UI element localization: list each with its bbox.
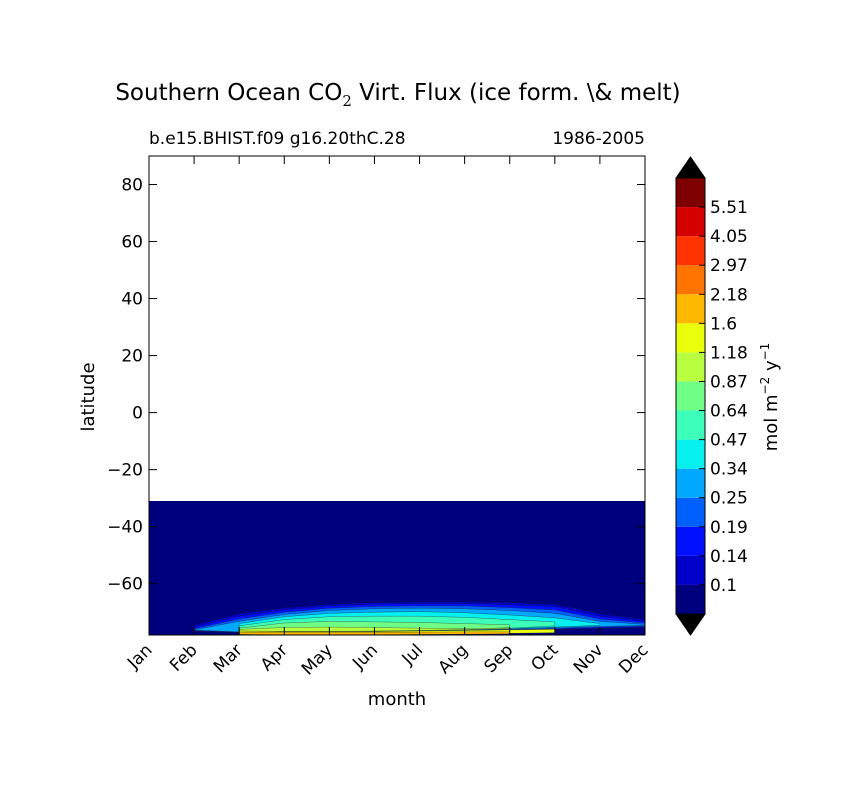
subtitle-right: 1986-2005: [552, 129, 645, 149]
colorbar-tick-label: 4.05: [710, 227, 748, 247]
x-tick-label: Apr: [257, 640, 292, 675]
y-tick-label: 40: [121, 290, 143, 310]
colorbar-segment: [676, 497, 705, 527]
colorbar-segment: [676, 294, 705, 324]
plot-area: [148, 155, 646, 636]
y-tick-label: 60: [121, 233, 143, 253]
y-tick-label: −40: [107, 518, 143, 538]
colorbar-segment: [676, 381, 705, 411]
x-tick-label: Oct: [527, 640, 562, 675]
colorbar-tick-label: 2.97: [710, 256, 748, 276]
colorbar-tick-label: 1.6: [710, 314, 737, 334]
y-tick-label: −20: [107, 461, 143, 481]
x-tick-label: May: [298, 640, 337, 679]
x-tick-label: Jul: [398, 640, 427, 669]
colorbar-label-mid: y: [761, 360, 782, 377]
colorbar-tick-label: 0.64: [710, 402, 748, 422]
chart-title-suffix: Virt. Flux (ice form. \& melt): [352, 80, 681, 106]
colorbar-extend-high: [675, 156, 706, 179]
chart-title: Southern Ocean CO2 Virt. Flux (ice form.…: [115, 80, 680, 110]
colorbar-label-base: mol m: [761, 394, 782, 451]
x-tick-label: Mar: [210, 640, 247, 677]
contour-field: [149, 500, 645, 635]
x-tick-label: Aug: [435, 640, 473, 678]
y-tick-label: 0: [132, 404, 143, 424]
colorbar-segment: [676, 526, 705, 556]
chart-title-prefix: Southern Ocean CO: [115, 80, 342, 106]
colorbar-segment: [676, 352, 705, 382]
chart-title-subscript: 2: [342, 92, 352, 110]
colorbar-segment: [676, 468, 705, 498]
colorbar-extend-low: [675, 613, 706, 636]
x-tick-label: Dec: [615, 640, 652, 677]
y-tick-label: 20: [121, 347, 143, 367]
colorbar-tick-label: 2.18: [710, 285, 748, 305]
colorbar-segment: [676, 265, 705, 295]
colorbar-label-exp1: −2: [758, 377, 772, 395]
colorbar-tick-label: 0.1: [710, 576, 737, 596]
colorbar-tick-label: 0.19: [710, 518, 748, 538]
y-axis-label: latitude: [78, 362, 99, 431]
colorbar-segment: [676, 236, 705, 266]
colorbar-frame: [675, 177, 706, 615]
x-tick-label: Feb: [166, 640, 201, 675]
colorbar-segment: [676, 207, 705, 237]
subtitle-left: b.e15.BHIST.f09 g16.20thC.28: [149, 129, 406, 149]
colorbar-tick-label: 0.25: [710, 489, 748, 509]
x-tick-label: Sep: [480, 640, 517, 677]
colorbar-segment: [676, 555, 705, 585]
colorbar-segment: [676, 439, 705, 469]
colorbar-tick-label: 0.34: [710, 460, 748, 480]
colorbar-segment: [676, 178, 705, 208]
plot-frame: [148, 155, 646, 636]
x-tick-label: Nov: [570, 640, 608, 678]
colorbar-tick-label: 0.87: [710, 372, 748, 392]
colorbar-tick-label: 1.18: [710, 343, 748, 363]
colorbar-tick-label: 0.14: [710, 547, 748, 567]
y-tick-label: 80: [121, 176, 143, 196]
colorbar-label: mol m−2 y−1: [758, 343, 782, 452]
colorbar-tick-label: 0.47: [710, 431, 748, 451]
colorbar-segment: [676, 323, 705, 353]
colorbar: 0.1 0.14 0.19 0.25 0.34 0.47 0.64 0.87 1.18 1.6 2.…: [675, 156, 748, 636]
x-tick-label: Jan: [123, 640, 156, 673]
colorbar-segment: [676, 410, 705, 440]
y-axis: 80 60 40 20 0 −20 −40 −60: [107, 176, 645, 595]
colorbar-label-exp2: −1: [758, 343, 772, 361]
x-axis-label: month: [368, 689, 426, 710]
colorbar-tick-label: 5.51: [710, 198, 748, 218]
colorbar-segment: [676, 584, 705, 614]
x-tick-label: Jun: [348, 640, 382, 674]
y-tick-label: −60: [107, 575, 143, 595]
